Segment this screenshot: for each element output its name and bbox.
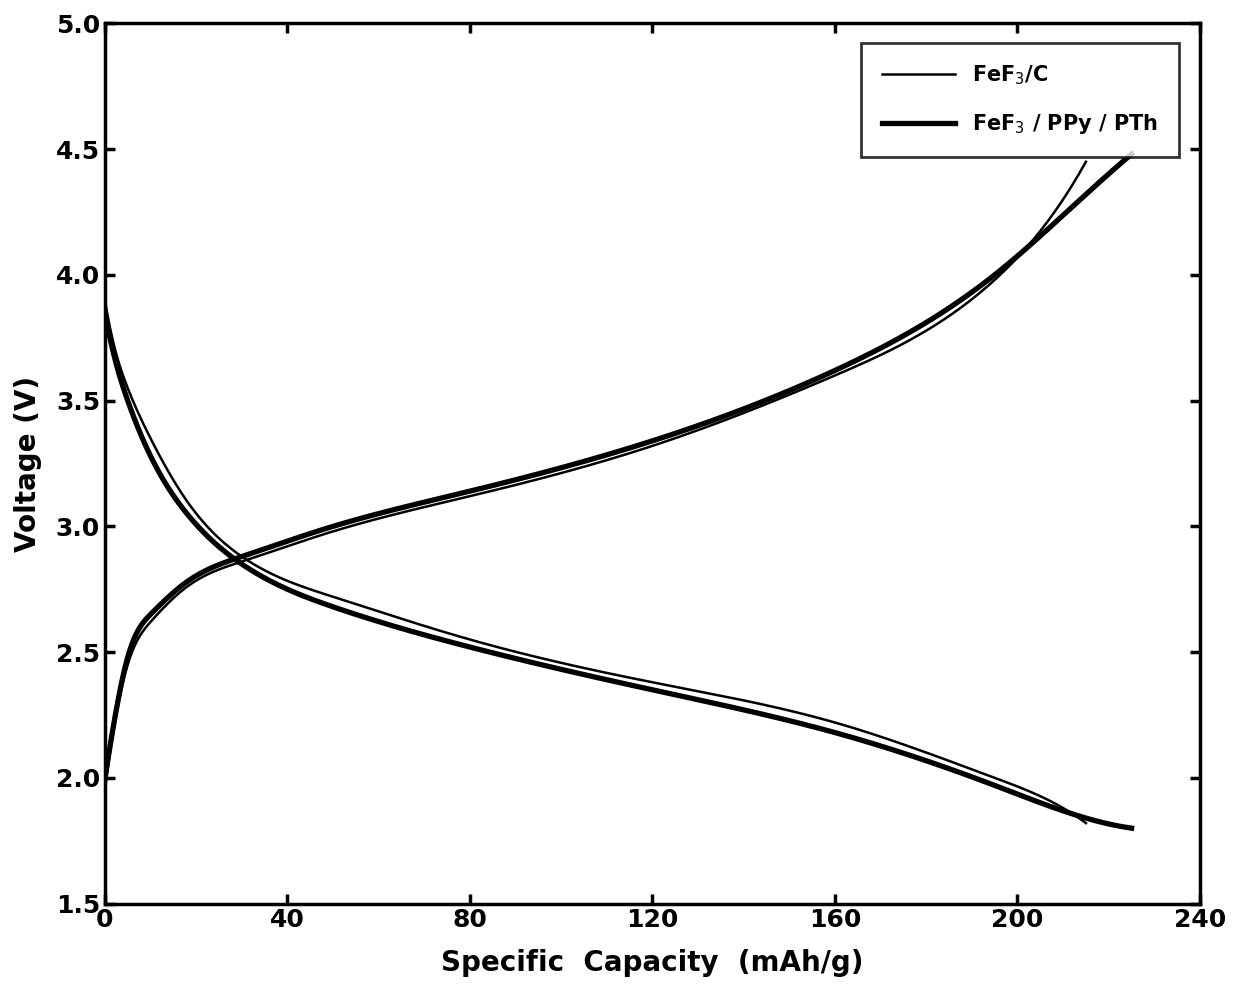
Legend: FeF$_3$/C, FeF$_3$ / PPy / PTh: FeF$_3$/C, FeF$_3$ / PPy / PTh [862,43,1178,157]
Y-axis label: Voltage (V): Voltage (V) [14,376,42,552]
X-axis label: Specific  Capacity  (mAh/g): Specific Capacity (mAh/g) [441,949,864,977]
